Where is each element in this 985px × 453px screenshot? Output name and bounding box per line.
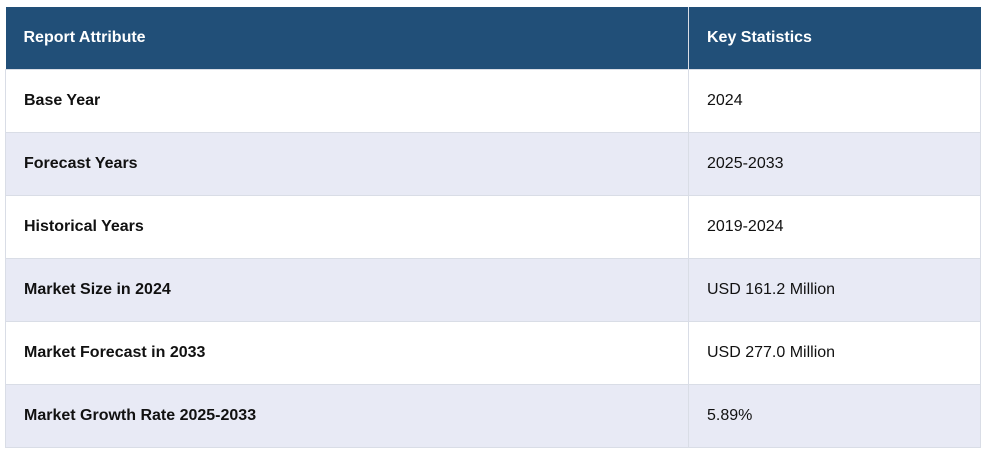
- statistic-cell: USD 277.0 Million: [688, 320, 981, 385]
- statistic-cell: 5.89%: [688, 383, 981, 448]
- statistic-cell: 2019-2024: [688, 194, 981, 259]
- attribute-cell: Market Size in 2024: [5, 257, 689, 322]
- attribute-cell: Base Year: [5, 68, 689, 133]
- statistic-cell: 2025-2033: [688, 131, 981, 196]
- header-row: Report Attribute Key Statistics: [5, 7, 981, 69]
- table-row: Historical Years 2019-2024: [5, 194, 981, 259]
- header-cell: Key Statistics: [688, 7, 981, 69]
- table-head: Report Attribute Key Statistics: [5, 7, 981, 69]
- table-row: Base Year 2024: [5, 68, 981, 133]
- table-body: Base Year 2024 Forecast Years 2025-2033 Hist…: [5, 68, 981, 448]
- header-cell: Report Attribute: [5, 7, 689, 69]
- table-row: Forecast Years 2025-2033: [5, 131, 981, 196]
- statistic-cell: 2024: [688, 68, 981, 133]
- attribute-cell: Market Growth Rate 2025-2033: [5, 383, 689, 448]
- attribute-cell: Forecast Years: [5, 131, 689, 196]
- table-row: Market Forecast in 2033 USD 277.0 Million: [5, 320, 981, 385]
- report-table: Report Attribute Key Statistics Base Yea…: [5, 7, 981, 448]
- table-row: Market Size in 2024 USD 161.2 Million: [5, 257, 981, 322]
- table-row: Market Growth Rate 2025-2033 5.89%: [5, 383, 981, 448]
- attribute-cell: Historical Years: [5, 194, 689, 259]
- attribute-cell: Market Forecast in 2033: [5, 320, 689, 385]
- statistic-cell: USD 161.2 Million: [688, 257, 981, 322]
